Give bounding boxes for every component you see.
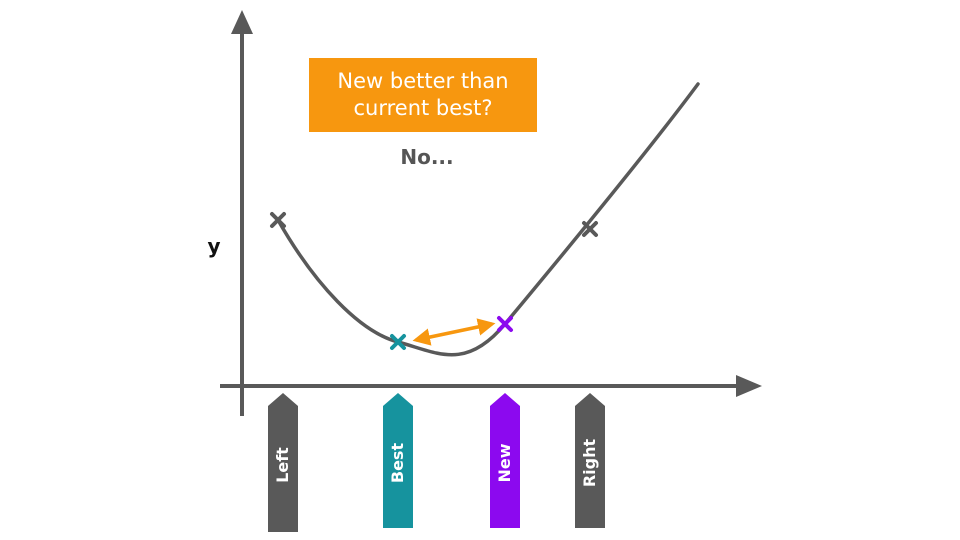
new-marker-arrow <box>490 393 520 528</box>
right-point-cross-icon <box>582 221 598 237</box>
best-point-cross-icon <box>390 334 406 350</box>
left-marker-arrow <box>268 393 298 532</box>
x-axis-arrowhead <box>736 375 762 397</box>
y-axis-label: y <box>207 234 221 258</box>
new-marker-label: New <box>495 443 514 483</box>
answer-text: No... <box>400 145 454 169</box>
right-marker-arrow <box>575 393 605 528</box>
y-axis-arrowhead <box>231 10 253 34</box>
question-callout: New better than current best? <box>309 58 537 132</box>
objective-curve <box>276 82 700 357</box>
right-marker-label: Right <box>580 438 599 488</box>
left-marker-label: Left <box>273 447 292 483</box>
new-point-cross-icon <box>497 316 513 332</box>
best-marker-arrow <box>383 393 413 528</box>
best-marker-label: Best <box>388 442 407 484</box>
left-point-cross-icon <box>270 212 286 228</box>
comparison-double-arrow <box>412 318 496 346</box>
